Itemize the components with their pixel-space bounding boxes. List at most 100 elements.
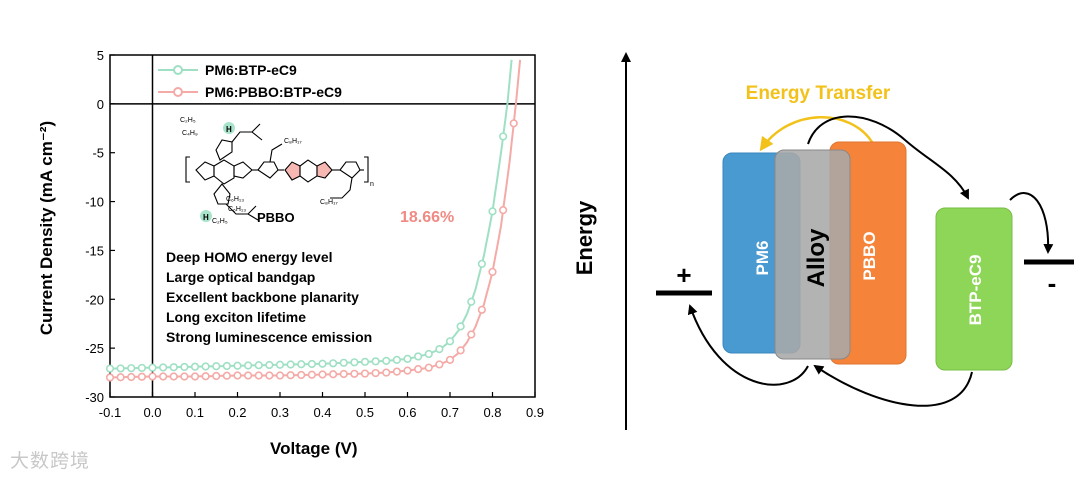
data-point-series-1 bbox=[180, 372, 189, 381]
label-c6h13-bottom: C₆H₁₃ bbox=[228, 206, 246, 213]
data-point-series-0 bbox=[477, 259, 486, 268]
energy-transfer-arrow bbox=[759, 115, 874, 152]
energy-diagram: Energy Energy Transfer PM6 Alloy PBBO BT… bbox=[572, 52, 1074, 430]
x-tick-label: 0.0 bbox=[143, 405, 161, 420]
y-tick-label: -5 bbox=[92, 146, 104, 161]
label-c8h17-bottom: C₈H₁₇ bbox=[320, 199, 338, 206]
data-point-series-1 bbox=[456, 346, 465, 355]
hole-collection-arrow bbox=[687, 304, 809, 386]
data-point-series-0 bbox=[244, 361, 253, 370]
x-tick-label: 0.5 bbox=[356, 405, 374, 420]
feature-list: Deep HOMO energy level Large optical ban… bbox=[166, 249, 372, 345]
data-point-series-0 bbox=[350, 358, 359, 367]
data-point-series-1 bbox=[307, 370, 316, 379]
feature-item: Deep HOMO energy level bbox=[166, 249, 333, 265]
data-point-series-1 bbox=[190, 372, 200, 381]
label-h-bottom: H bbox=[203, 213, 209, 222]
data-point-series-1 bbox=[509, 119, 518, 128]
side-thiophene-bottom bbox=[213, 183, 231, 205]
data-point-series-1 bbox=[244, 371, 253, 380]
data-point-series-0 bbox=[265, 360, 274, 370]
label-n: n bbox=[370, 181, 374, 188]
x-tick-label: 0.9 bbox=[526, 405, 544, 420]
oxazole-right bbox=[316, 161, 333, 179]
y-tick-label: -25 bbox=[85, 341, 104, 356]
feature-item: Strong luminescence emission bbox=[166, 329, 372, 345]
data-point-series-0 bbox=[467, 297, 476, 306]
side-thiophene-top bbox=[215, 139, 233, 161]
data-point-series-1 bbox=[403, 366, 412, 375]
molecule-name: PBBO bbox=[257, 210, 295, 225]
pbbo-structure bbox=[185, 122, 369, 222]
data-point-series-1 bbox=[105, 373, 115, 382]
data-point-series-0 bbox=[382, 356, 391, 365]
data-point-series-0 bbox=[445, 337, 455, 346]
x-tick-label: -0.1 bbox=[99, 405, 121, 420]
data-point-series-1 bbox=[201, 372, 210, 381]
data-point-series-0 bbox=[318, 359, 327, 368]
thiophene-right bbox=[233, 161, 253, 179]
data-point-series-1 bbox=[222, 371, 231, 380]
data-point-series-1 bbox=[371, 368, 380, 378]
data-point-series-1 bbox=[127, 372, 136, 382]
data-point-series-0 bbox=[499, 132, 508, 141]
pm6-label: PM6 bbox=[753, 241, 772, 276]
data-point-series-0 bbox=[233, 361, 242, 370]
data-point-series-0 bbox=[339, 358, 348, 367]
feature-item: Large optical bandgap bbox=[166, 269, 315, 285]
label-h-top: H bbox=[226, 125, 232, 134]
data-point-series-0 bbox=[105, 364, 115, 373]
data-point-series-0 bbox=[137, 363, 146, 373]
data-point-series-0 bbox=[297, 360, 306, 369]
linker-thiophene-2 bbox=[339, 161, 361, 179]
data-point-series-0 bbox=[424, 349, 433, 359]
data-point-series-0 bbox=[148, 363, 157, 372]
data-point-series-0 bbox=[180, 362, 189, 372]
side-chain-top bbox=[231, 123, 263, 143]
data-point-series-1 bbox=[318, 370, 327, 379]
plot-frame bbox=[109, 54, 536, 398]
alloy-block bbox=[774, 149, 851, 360]
legend-marker-pm6-pbbo-btp bbox=[173, 87, 183, 97]
pce-value: 18.66% bbox=[400, 209, 454, 226]
data-point-series-0 bbox=[488, 207, 497, 216]
data-point-series-0 bbox=[435, 345, 444, 354]
y-tick-label: -20 bbox=[85, 292, 104, 307]
data-point-series-0 bbox=[201, 362, 210, 371]
y-tick-label: 0 bbox=[97, 97, 104, 112]
data-point-series-1 bbox=[424, 363, 433, 372]
data-point-series-0 bbox=[360, 357, 370, 366]
anode-sign: + bbox=[676, 260, 691, 290]
hole-transfer-arrow bbox=[813, 364, 973, 407]
jv-chart: -0.1 0.0 0.1 0.2 0.3 0.4 0.5 0.6 0.7 0.8 0.9 5 0 -5 -1… bbox=[37, 48, 544, 458]
data-point-series-1 bbox=[467, 330, 476, 339]
x-axis-label: Voltage (V) bbox=[270, 439, 358, 458]
data-point-series-1 bbox=[488, 267, 497, 277]
energy-transfer-label: Energy Transfer bbox=[746, 83, 891, 104]
data-point-series-1 bbox=[116, 373, 125, 382]
data-point-series-1 bbox=[297, 370, 306, 380]
data-point-series-0 bbox=[307, 359, 316, 369]
label-c2h5-top: C₂H₅ bbox=[180, 117, 196, 124]
electron-collection-arrow bbox=[1009, 192, 1054, 254]
data-point-series-1 bbox=[477, 305, 486, 314]
label-c4h9-top: C₄H₉ bbox=[182, 130, 198, 137]
alloy-label: Alloy bbox=[803, 228, 830, 287]
data-point-series-0 bbox=[392, 355, 401, 364]
legend-label-pm6-btp: PM6:BTP-eC9 bbox=[205, 62, 297, 78]
data-point-series-0 bbox=[456, 322, 465, 331]
legend-marker-pm6-btp bbox=[173, 65, 183, 75]
oxazole-left bbox=[284, 161, 301, 181]
x-tick-label: 0.8 bbox=[483, 405, 501, 420]
y-tick-label: -10 bbox=[85, 195, 104, 210]
x-tick-label: 0.3 bbox=[271, 405, 289, 420]
y-tick-label: 5 bbox=[97, 48, 104, 63]
label-c8h17-top: C₈H₁₇ bbox=[284, 138, 302, 145]
btp-ec9-label: BTP-eC9 bbox=[966, 255, 985, 326]
right-bracket bbox=[364, 156, 369, 183]
structure-labels: C₂H₅ C₄H₉ C₆H₁₃ C₂H₅ C₈H₁₇ C₈H₁₇ C₆H₁₃ n… bbox=[180, 117, 374, 225]
label-c2h5-bottom: C₂H₅ bbox=[212, 218, 228, 225]
data-point-series-1 bbox=[445, 355, 455, 364]
data-point-series-1 bbox=[435, 360, 444, 369]
